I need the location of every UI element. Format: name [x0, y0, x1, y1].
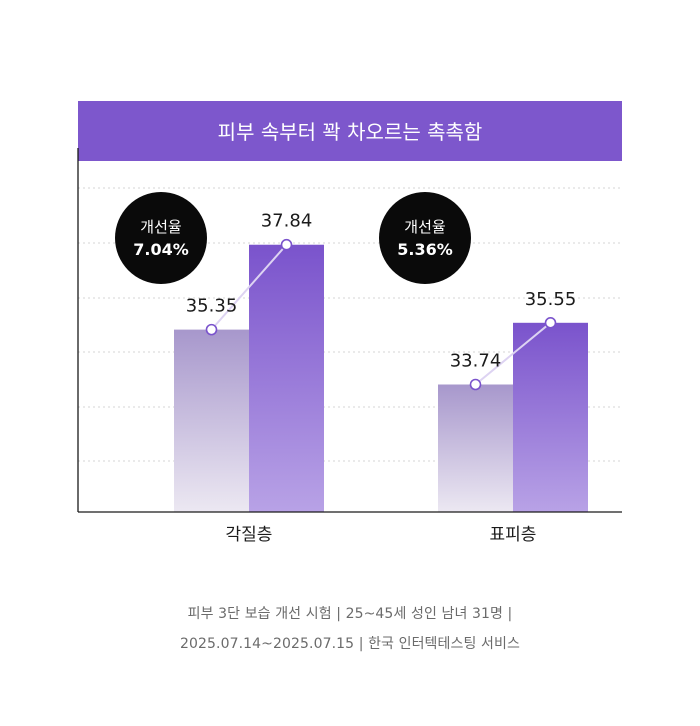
value-label-before: 33.74 [450, 351, 502, 372]
connectors [205, 238, 557, 391]
change-connector [474, 322, 552, 386]
point-after [544, 316, 557, 329]
badge-label: 개선율 [404, 218, 445, 236]
value-label-after: 37.84 [261, 211, 313, 232]
bar-before-2 [438, 384, 513, 512]
change-connector [210, 244, 288, 331]
footnote-study-info: 피부 3단 보습 개선 시험 | 25~45세 성인 남녀 31명 | [187, 606, 513, 622]
improvement-badges: 개선율 7.04% 개선율 5.36% [115, 192, 471, 284]
category-label: 표피층 [490, 525, 537, 545]
bar-after-1 [249, 244, 324, 512]
footnote-date-lab: 2025.07.14~2025.07.15 | 한국 인터텍테스팅 서비스 [180, 636, 520, 652]
value-label-before: 35.35 [186, 296, 238, 317]
point-before [205, 323, 218, 336]
badge-value: 7.04% [133, 240, 189, 259]
value-label-after: 35.55 [525, 289, 577, 310]
improvement-badge [115, 192, 207, 284]
point-before [469, 378, 482, 391]
badge-value: 5.36% [397, 240, 453, 259]
category-label: 각질층 [226, 525, 273, 545]
point-after [280, 238, 293, 251]
bars [174, 244, 588, 512]
chart-title-banner [78, 101, 622, 161]
bar-before-1 [174, 329, 249, 512]
badge-label: 개선율 [140, 218, 181, 236]
chart-title: 피부 속부터 꽉 차오르는 촉촉함 [218, 120, 483, 144]
category-labels: 각질층 표피층 [226, 525, 537, 545]
value-labels: 35.35 37.84 33.74 35.55 [186, 211, 577, 372]
bar-after-2 [513, 322, 588, 512]
improvement-badge [379, 192, 471, 284]
